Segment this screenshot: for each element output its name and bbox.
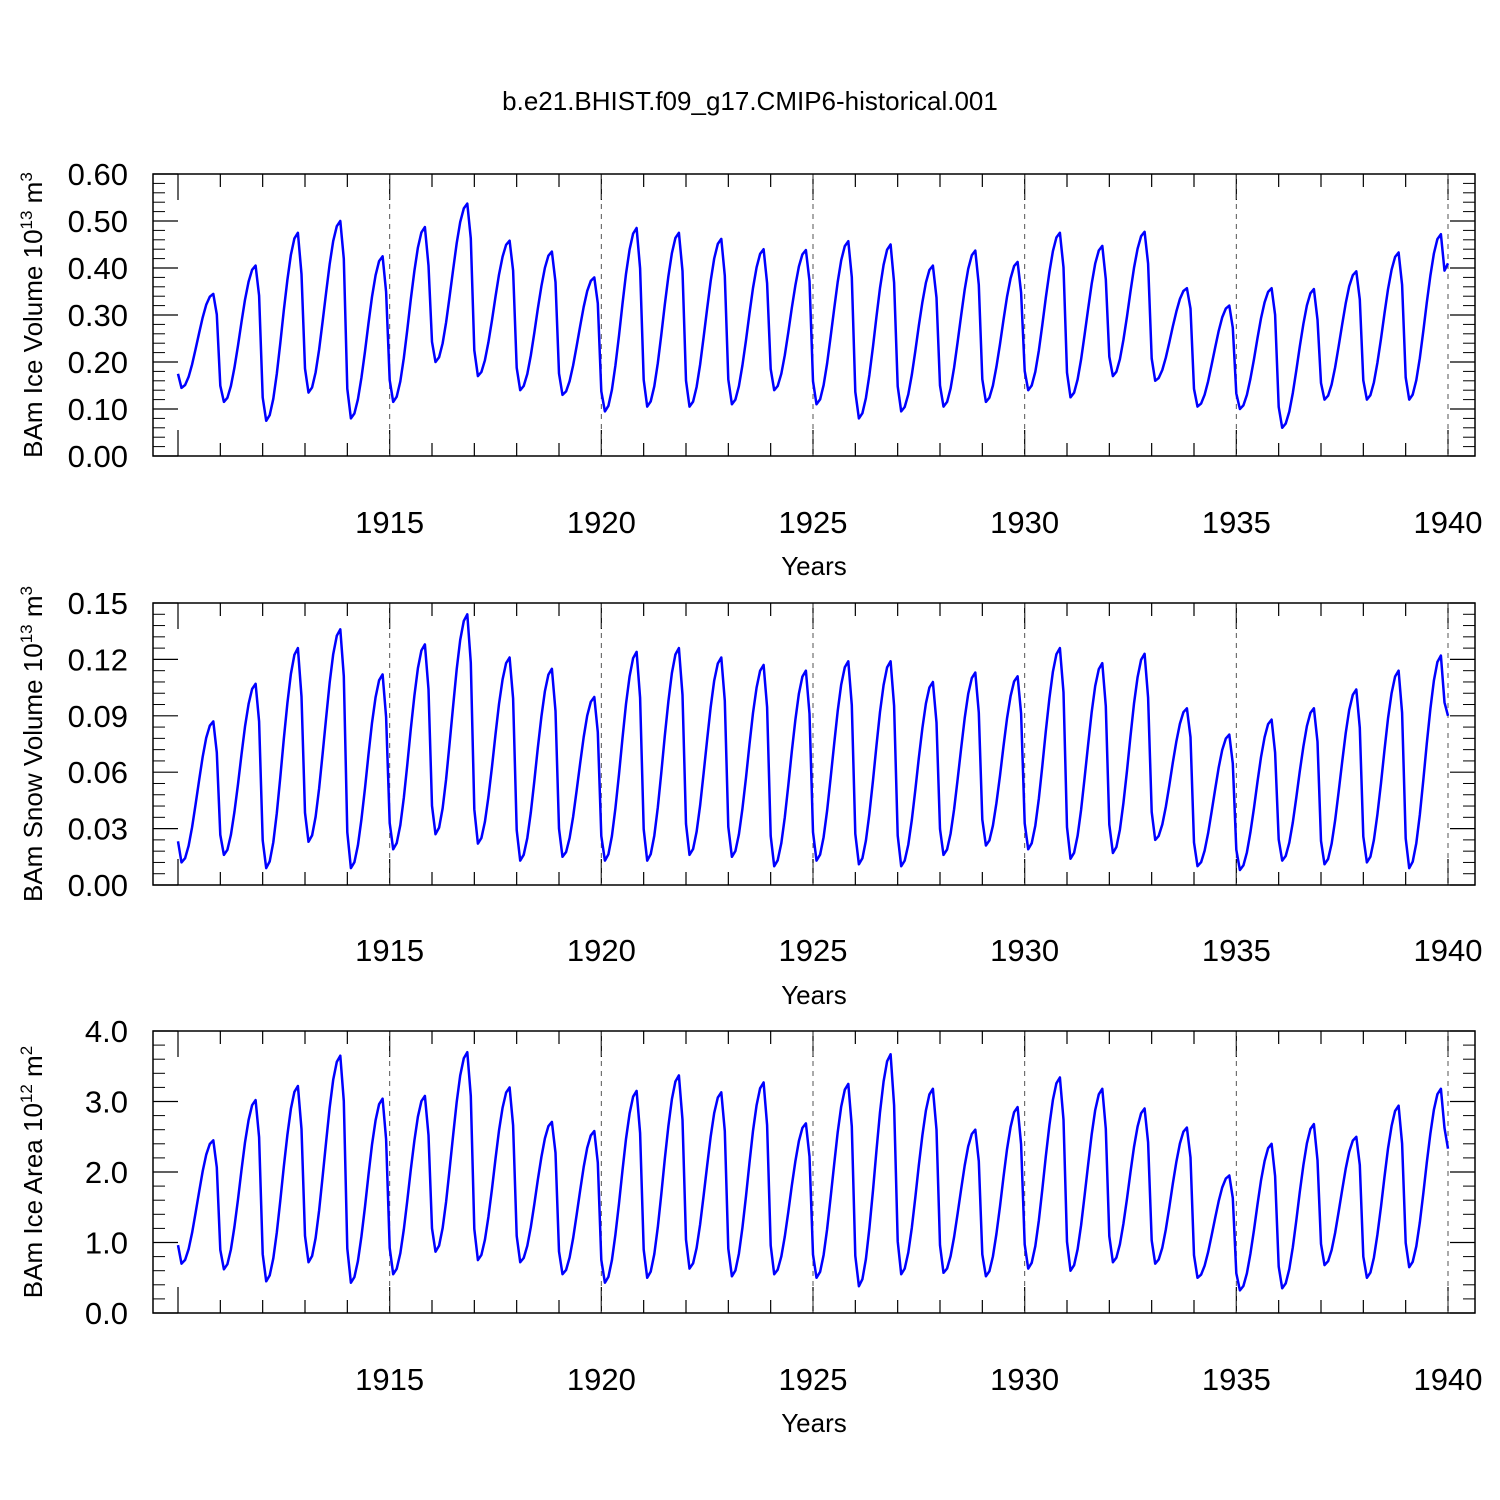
y-tick-label: 0.60 [68,157,128,192]
x-tick-label: 1915 [355,1362,424,1397]
x-tick-label: 1935 [1202,1362,1271,1397]
x-tick-label: 1925 [779,505,848,540]
panel-ice-volume-x-tick-labels: 1915 1920 1925 1930 1935 1940 [355,505,1482,540]
x-tick-label: 1925 [779,1362,848,1397]
panel-ice-volume-x-axis-title: Years [781,551,847,581]
panel-snow-volume-x-axis-title: Years [781,980,847,1010]
ice-volume-series-line [176,202,1450,430]
ice-area-series-line [176,1050,1450,1292]
panel-ice-area-y-axis-title: BAm Ice Area 1012 m2 [17,1046,48,1298]
panel-ice-area-x-axis-title: Years [781,1408,847,1438]
figure-title: b.e21.BHIST.f09_g17.CMIP6-historical.001 [502,86,998,116]
panel-snow-volume-frame [152,602,1476,886]
x-tick-label: 1920 [567,505,636,540]
panel-snow-volume-x-tick-labels: 1915 1920 1925 1930 1935 1940 [355,933,1482,968]
y-tick-label: 4.0 [85,1014,128,1049]
y-tick-label: 0.12 [68,642,128,677]
x-tick-label: 1915 [355,505,424,540]
y-tick-label: 0.00 [68,868,128,903]
panel-snow-volume-y-axis-title: BAm Snow Volume 1013 m3 [17,586,48,902]
snow-volume-series-line [176,613,1450,872]
panel-ice-volume-y-tick-labels: 0.00 0.10 0.20 0.30 0.40 0.50 0.60 [68,157,128,474]
panel-ice-area-ticks [153,1030,1475,1314]
panel-snow-volume-y-tick-labels: 0.00 0.03 0.06 0.09 0.12 0.15 [68,586,128,903]
y-tick-label: 3.0 [85,1085,128,1120]
y-tick-label: 1.0 [85,1226,128,1261]
panel-ice-area: 0.0 1.0 2.0 3.0 4.0 1915 1920 1925 1930 1935 1940… [17,1014,1482,1438]
y-tick-label: 0.09 [68,699,128,734]
panel-ice-area-y-tick-labels: 0.0 1.0 2.0 3.0 4.0 [85,1014,128,1331]
y-tick-label: 0.50 [68,204,128,239]
x-tick-label: 1920 [567,1362,636,1397]
x-tick-label: 1930 [990,1362,1059,1397]
x-tick-label: 1915 [355,933,424,968]
y-tick-label: 0.30 [68,298,128,333]
x-tick-label: 1920 [567,933,636,968]
x-tick-label: 1940 [1414,505,1483,540]
x-tick-label: 1935 [1202,505,1271,540]
y-tick-label: 0.40 [68,251,128,286]
y-tick-label: 0.0 [85,1296,128,1331]
x-tick-label: 1935 [1202,933,1271,968]
x-tick-label: 1925 [779,933,848,968]
y-tick-label: 0.06 [68,755,128,790]
x-tick-label: 1940 [1414,1362,1483,1397]
panel-ice-volume-frame [152,173,1476,457]
y-tick-label: 0.20 [68,345,128,380]
y-tick-label: 0.10 [68,392,128,427]
panel-snow-volume: 0.00 0.03 0.06 0.09 0.12 0.15 1915 1920 1925 193… [17,586,1482,1010]
y-tick-label: 0.15 [68,586,128,621]
panel-ice-volume: 0.00 0.10 0.20 0.30 0.40 0.50 0.60 1915 1920 192… [17,157,1482,581]
panel-ice-area-x-tick-labels: 1915 1920 1925 1930 1935 1940 [355,1362,1482,1397]
panel-ice-volume-y-axis-title: BAm Ice Volume 1013 m3 [17,172,48,458]
y-tick-label: 2.0 [85,1155,128,1190]
x-tick-label: 1930 [990,933,1059,968]
y-tick-label: 0.00 [68,439,128,474]
y-tick-label: 0.03 [68,812,128,847]
x-tick-label: 1930 [990,505,1059,540]
panel-ice-area-frame [152,1030,1476,1314]
x-tick-label: 1940 [1414,933,1483,968]
panel-ice-volume-gridlines [389,174,1449,456]
